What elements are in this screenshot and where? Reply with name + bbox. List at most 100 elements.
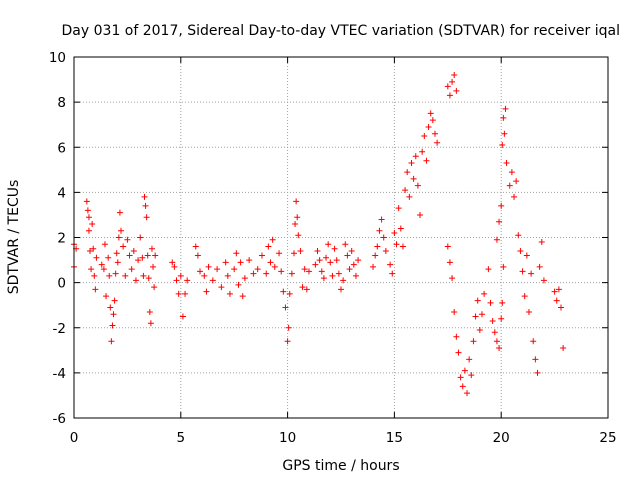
- data-point: [303, 286, 310, 293]
- y-tick-label: 6: [57, 140, 66, 156]
- data-point: [506, 182, 513, 189]
- data-point: [197, 268, 204, 275]
- data-point: [410, 175, 417, 182]
- data-point: [453, 333, 460, 340]
- data-point: [434, 139, 441, 146]
- data-point: [449, 78, 456, 85]
- data-point: [169, 259, 176, 266]
- data-point: [83, 198, 90, 205]
- data-point: [175, 290, 182, 297]
- data-point: [276, 250, 283, 257]
- data-point: [301, 266, 308, 273]
- data-point: [496, 345, 503, 352]
- data-point: [222, 259, 229, 266]
- data-point: [101, 241, 108, 248]
- data-point: [150, 263, 157, 270]
- data-point: [203, 288, 210, 295]
- data-point: [288, 270, 295, 277]
- data-point: [355, 257, 362, 264]
- data-point: [493, 338, 500, 345]
- data-point: [519, 268, 526, 275]
- y-tick-label: 0: [57, 276, 66, 292]
- data-point: [142, 202, 149, 209]
- data-point: [226, 290, 233, 297]
- data-point: [534, 369, 541, 376]
- data-point: [485, 266, 492, 273]
- data-point: [171, 263, 178, 270]
- data-point: [179, 313, 186, 320]
- data-point: [370, 263, 377, 270]
- data-point: [140, 272, 147, 279]
- x-axis-label: GPS time / hours: [282, 458, 399, 474]
- data-point: [113, 250, 120, 257]
- data-point: [329, 272, 336, 279]
- data-point: [372, 252, 379, 259]
- data-point: [87, 248, 94, 255]
- data-point: [214, 266, 221, 273]
- data-point: [496, 218, 503, 225]
- data-point: [399, 243, 406, 250]
- data-point: [145, 275, 152, 282]
- data-point: [124, 236, 131, 243]
- data-point: [316, 257, 323, 264]
- data-point: [387, 261, 394, 268]
- data-point: [184, 277, 191, 284]
- data-point: [481, 290, 488, 297]
- data-point: [278, 268, 285, 275]
- data-point: [90, 245, 97, 252]
- data-point: [459, 383, 466, 390]
- data-point: [498, 315, 505, 322]
- data-point: [147, 320, 154, 327]
- data-point: [122, 272, 129, 279]
- data-point: [269, 236, 276, 243]
- data-point: [558, 304, 565, 311]
- data-point: [250, 270, 257, 277]
- data-point: [352, 272, 359, 279]
- data-point: [431, 130, 438, 137]
- data-point: [231, 266, 238, 273]
- data-point: [511, 193, 518, 200]
- data-point: [137, 234, 144, 241]
- data-point: [521, 293, 528, 300]
- data-point: [93, 254, 100, 261]
- data-point: [478, 311, 485, 318]
- data-point: [241, 275, 248, 282]
- data-point: [503, 160, 510, 167]
- data-point: [110, 311, 117, 318]
- y-tick-label: 8: [57, 95, 66, 111]
- data-point: [132, 277, 139, 284]
- x-tick-label: 0: [70, 430, 79, 446]
- data-point: [499, 299, 506, 306]
- data-point: [201, 272, 208, 279]
- data-point: [472, 313, 479, 320]
- data-point: [233, 250, 240, 257]
- data-point: [89, 220, 96, 227]
- data-point: [414, 182, 421, 189]
- data-point: [258, 252, 265, 259]
- data-point: [560, 345, 567, 352]
- data-point: [487, 299, 494, 306]
- data-point: [427, 110, 434, 117]
- data-point: [344, 252, 351, 259]
- data-point: [116, 209, 123, 216]
- data-point: [498, 202, 505, 209]
- data-point: [530, 338, 537, 345]
- data-point: [109, 322, 116, 329]
- data-point: [107, 304, 114, 311]
- data-point: [128, 266, 135, 273]
- data-point: [489, 317, 496, 324]
- data-point: [444, 243, 451, 250]
- data-point: [98, 261, 105, 268]
- data-point: [295, 232, 302, 239]
- data-point: [515, 232, 522, 239]
- data-point: [508, 169, 515, 176]
- data-point: [297, 248, 304, 255]
- y-tick-label: -4: [53, 366, 66, 382]
- data-point: [254, 266, 261, 273]
- data-point: [151, 284, 158, 291]
- data-point: [282, 304, 289, 311]
- data-point: [320, 275, 327, 282]
- data-point: [331, 245, 338, 252]
- data-point: [517, 248, 524, 255]
